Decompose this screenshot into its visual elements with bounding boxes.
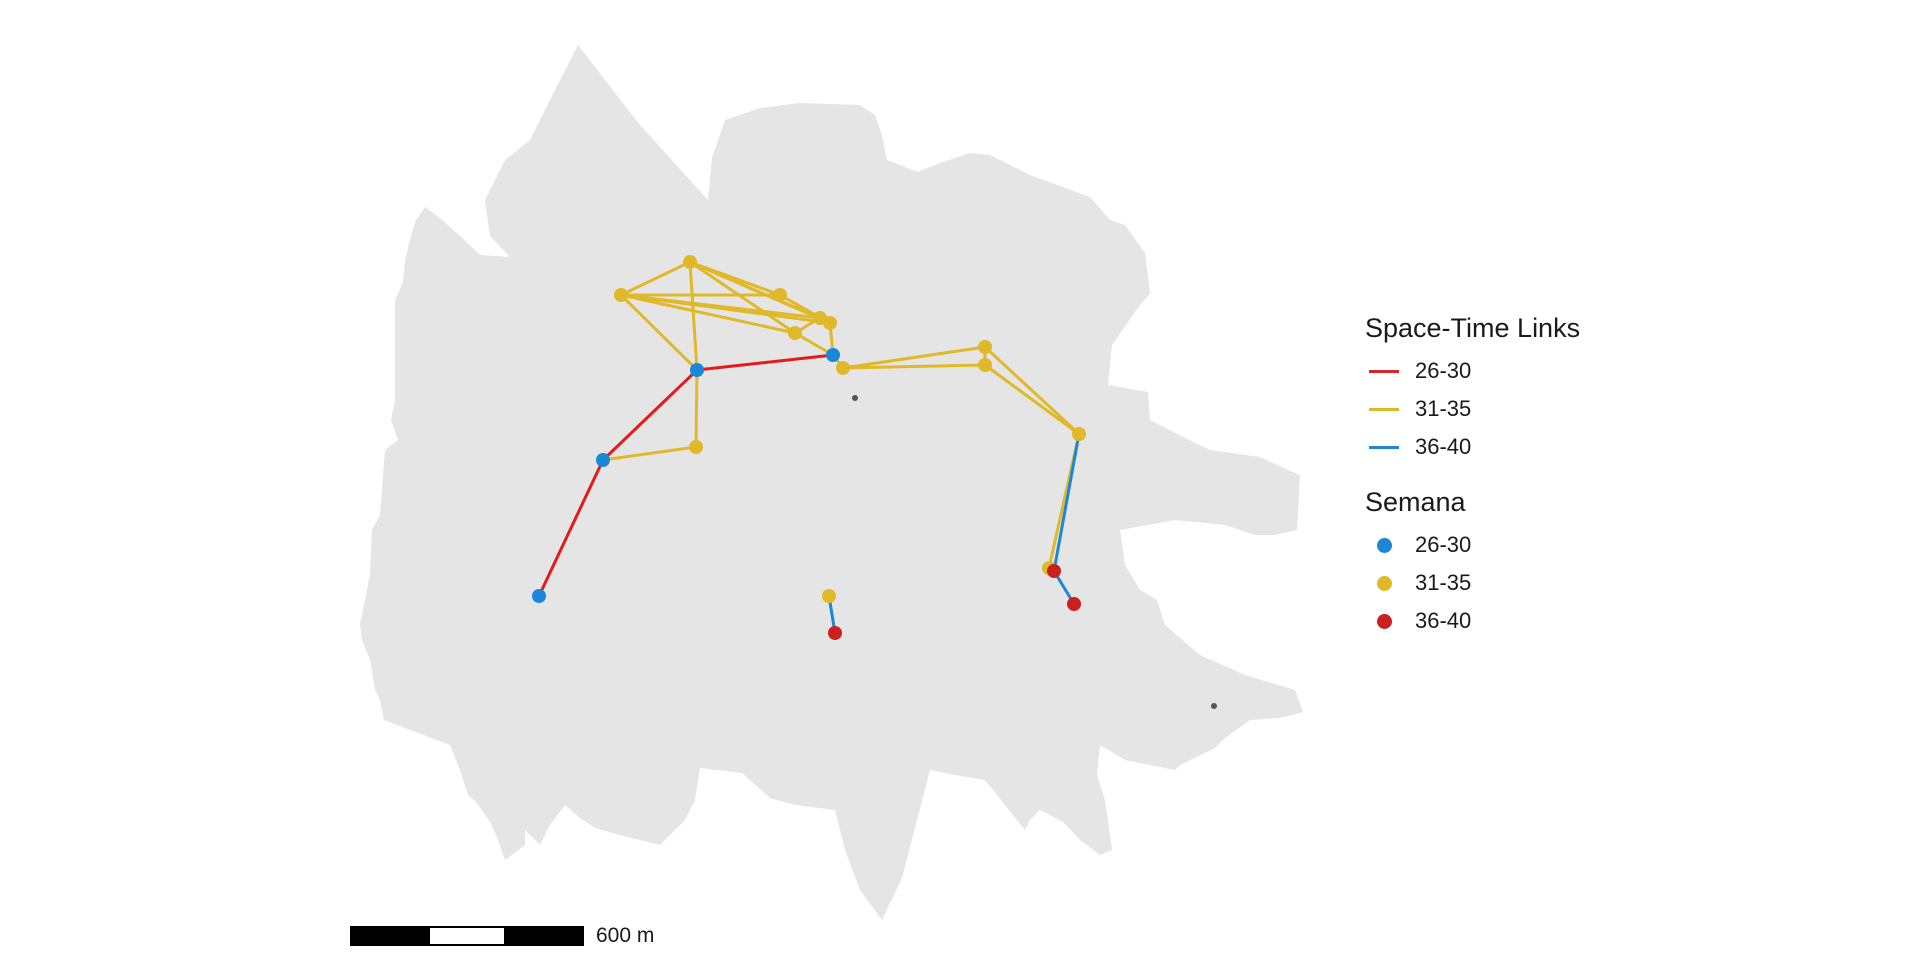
legend-point-label: 36-40 bbox=[1415, 608, 1472, 633]
legend-line-swatch-36-40 bbox=[1369, 445, 1399, 449]
centroid-marker bbox=[1211, 703, 1217, 709]
case-point-26-30 bbox=[532, 589, 546, 603]
legend-link-label: 36-40 bbox=[1415, 434, 1472, 459]
legend-links-title: Space-Time Links bbox=[1365, 313, 1581, 343]
space-time-link-31-35 bbox=[793, 331, 835, 357]
space-time-link-26-30 bbox=[695, 353, 835, 372]
legend-point-label: 26-30 bbox=[1415, 532, 1472, 557]
legend-dot-swatch-36-40 bbox=[1376, 613, 1392, 629]
space-time-link-31-35 bbox=[619, 293, 699, 372]
case-points-layer bbox=[532, 255, 1217, 709]
space-time-links-layer bbox=[537, 260, 1081, 635]
legend-point-item: 26-30 bbox=[1365, 526, 1471, 564]
legend-dot-swatch-31-35 bbox=[1376, 575, 1392, 591]
space-time-link-31-35 bbox=[619, 260, 692, 297]
case-point-31-35 bbox=[978, 340, 992, 354]
case-point-36-40 bbox=[828, 626, 842, 640]
case-point-31-35 bbox=[614, 288, 628, 302]
case-point-31-35 bbox=[788, 326, 802, 340]
case-point-26-30 bbox=[596, 453, 610, 467]
case-point-36-40 bbox=[1047, 564, 1061, 578]
space-time-link-36-40 bbox=[1052, 432, 1081, 573]
centroid-marker bbox=[852, 395, 858, 401]
space-time-link-31-35 bbox=[694, 368, 699, 449]
case-point-31-35 bbox=[1072, 427, 1086, 441]
legend-space-time-links: Space-Time Links 26-30 31-35 36-40 bbox=[1365, 313, 1580, 466]
case-point-31-35 bbox=[689, 440, 703, 454]
legend-link-item: 36-40 bbox=[1365, 428, 1580, 466]
case-point-31-35 bbox=[683, 255, 697, 269]
case-point-31-35 bbox=[773, 288, 787, 302]
space-time-link-31-35 bbox=[619, 293, 832, 325]
space-time-link-31-35 bbox=[688, 260, 797, 335]
legend-semana-title: Semana bbox=[1365, 487, 1466, 517]
legend-line-swatch-31-35 bbox=[1369, 407, 1399, 411]
case-point-31-35 bbox=[836, 361, 850, 375]
case-point-31-35 bbox=[822, 589, 836, 603]
legend-link-label: 26-30 bbox=[1415, 358, 1472, 383]
case-point-36-40 bbox=[1067, 597, 1081, 611]
space-time-link-31-35 bbox=[983, 363, 1081, 436]
legend-point-item: 36-40 bbox=[1365, 602, 1471, 640]
legend-point-item: 31-35 bbox=[1365, 564, 1471, 602]
space-time-link-31-35 bbox=[983, 345, 1081, 436]
case-point-26-30 bbox=[826, 348, 840, 362]
scale-bar-segment bbox=[506, 926, 584, 946]
space-time-link-31-35 bbox=[841, 363, 987, 370]
space-time-link-31-35 bbox=[841, 345, 987, 370]
legend-line-swatch-26-30 bbox=[1369, 369, 1399, 373]
space-time-link-31-35 bbox=[688, 260, 832, 325]
space-time-link-31-35 bbox=[601, 445, 698, 462]
municipality-boundary bbox=[360, 45, 1303, 920]
scale-bar: 600 m bbox=[350, 924, 655, 947]
legend-semana: Semana 26-30 31-35 36-40 bbox=[1365, 487, 1471, 640]
scale-bar-segment bbox=[350, 926, 428, 946]
case-point-26-30 bbox=[690, 363, 704, 377]
legend-link-item: 31-35 bbox=[1365, 390, 1580, 428]
space-time-link-31-35 bbox=[619, 293, 797, 335]
scale-bar-label: 600 m bbox=[596, 924, 655, 947]
legend-point-label: 31-35 bbox=[1415, 570, 1472, 595]
legend-dot-swatch-26-30 bbox=[1376, 537, 1392, 553]
legend-link-label: 31-35 bbox=[1415, 396, 1472, 421]
legend-link-item: 26-30 bbox=[1365, 352, 1580, 390]
case-point-31-35 bbox=[823, 316, 837, 330]
case-point-31-35 bbox=[978, 358, 992, 372]
space-time-link-26-30 bbox=[601, 368, 699, 462]
space-time-link-26-30 bbox=[537, 458, 605, 598]
space-time-link-31-35 bbox=[688, 260, 699, 372]
scale-bar-segment bbox=[428, 926, 506, 946]
